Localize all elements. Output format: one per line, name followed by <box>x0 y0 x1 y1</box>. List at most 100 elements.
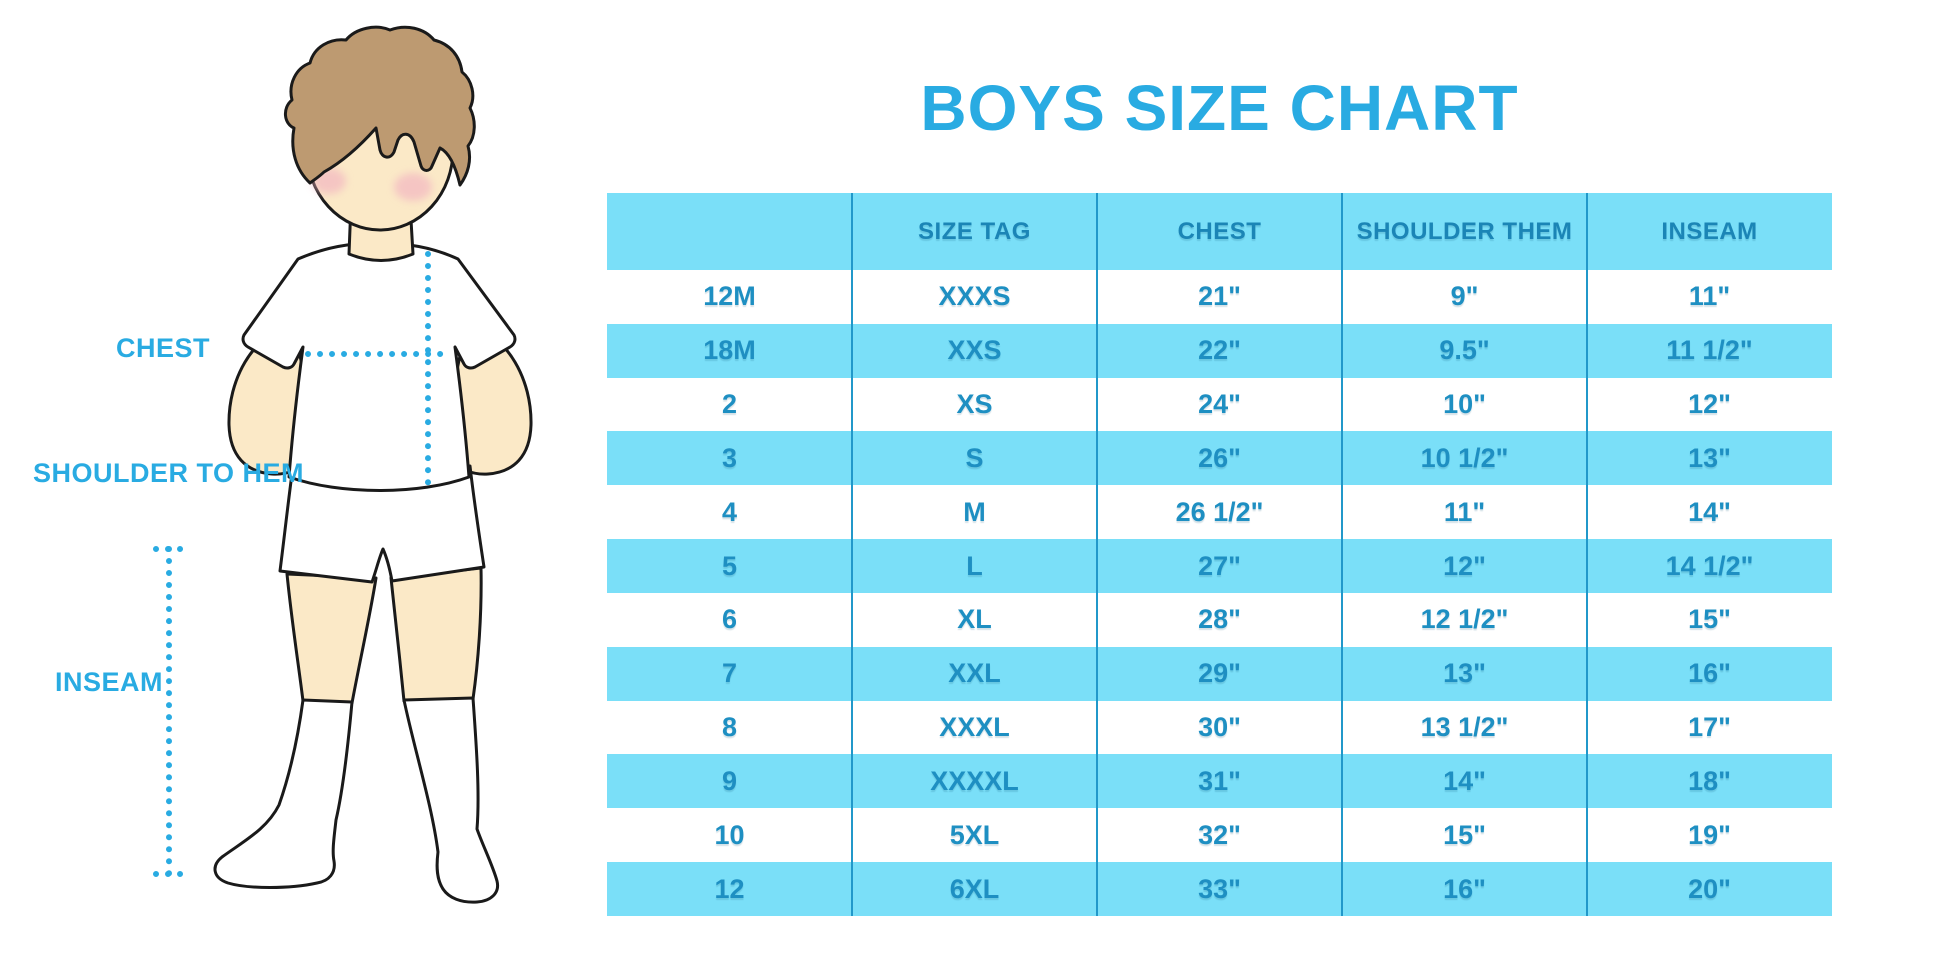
boy-head <box>284 25 476 232</box>
table-cell: 15" <box>1688 604 1731 635</box>
column-separator <box>1586 193 1588 916</box>
table-cell: 9" <box>1450 281 1479 312</box>
table-cell: 20" <box>1688 873 1731 904</box>
page-title: BOYS SIZE CHART <box>920 71 1519 144</box>
inseam-measurement-label: INSEAM <box>55 667 164 697</box>
column-separator <box>1341 193 1343 916</box>
table-row: 2 XS 24" 10" 12" <box>607 377 1832 432</box>
table-row: 8 XXXL 30" 13 1/2" 17" <box>607 700 1832 755</box>
boy-blush-right <box>394 173 432 201</box>
table-cell: 21" <box>1198 281 1241 312</box>
table-cell: 24" <box>1198 389 1241 420</box>
table-cell: 2 <box>721 389 738 420</box>
table-cell: 12" <box>1688 389 1731 420</box>
table-cell: XXS <box>947 335 1002 366</box>
table-cell: XXXS <box>938 281 1011 312</box>
column-header: SHOULDER THEM <box>1356 217 1573 245</box>
table-cell: 13" <box>1688 442 1731 473</box>
table-row: 4 M 26 1/2" 11" 14" <box>607 485 1832 540</box>
table-cell: 33" <box>1198 873 1241 904</box>
table-cell: 16" <box>1688 658 1731 689</box>
table-cell: 11" <box>1688 281 1731 312</box>
table-cell: 3 <box>721 442 738 473</box>
table-header-row: SIZE TAG CHEST SHOULDER THEM INSEAM <box>607 193 1832 270</box>
table-row: 3 S 26" 10 1/2" 13" <box>607 431 1832 486</box>
table-cell: 14" <box>1443 765 1486 796</box>
table-cell: XS <box>956 389 993 420</box>
table-cell: 6XL <box>949 873 1000 904</box>
table-cell: XXXXL <box>930 765 1019 796</box>
table-cell: 5XL <box>949 819 1000 850</box>
table-cell: 12 <box>714 873 745 904</box>
table-cell: 18" <box>1688 765 1731 796</box>
column-header <box>607 193 852 270</box>
table-row: 10 5XL 32" 15" 19" <box>607 808 1832 863</box>
table-cell: 32" <box>1198 819 1241 850</box>
table-row: 18M XXS 22" 9.5" 11 1/2" <box>607 323 1832 378</box>
table-cell: 28" <box>1198 604 1241 635</box>
table-cell: 14 1/2" <box>1665 550 1754 581</box>
table-cell: 16" <box>1443 873 1486 904</box>
table-cell: 22" <box>1198 335 1241 366</box>
boy-tshirt <box>241 241 517 492</box>
measurement-dotted-lines <box>153 251 455 877</box>
table-row: 9 XXXXL 31" 14" 18" <box>607 754 1832 809</box>
boy-right-leg <box>389 566 483 703</box>
boy-left-sock <box>213 698 354 889</box>
table-cell: 11 1/2" <box>1666 335 1753 366</box>
shoulder-to-hem-measurement-label: SHOULDER TO HEM <box>33 458 305 488</box>
table-row: 12 6XL 33" 16" 20" <box>607 862 1832 916</box>
table-cell: 18M <box>703 335 756 366</box>
table-cell: 12M <box>703 281 756 312</box>
table-cell: 31" <box>1198 765 1241 796</box>
table-cell: 10 <box>714 819 745 850</box>
column-header: SIZE TAG <box>918 217 1031 245</box>
table-cell: 14" <box>1688 496 1731 527</box>
table-cell: 26" <box>1198 442 1241 473</box>
column-header: INSEAM <box>1661 217 1758 245</box>
table-row: 5 L 27" 12" 14 1/2" <box>607 539 1832 593</box>
table-cell: 10" <box>1443 389 1486 420</box>
table-cell: 7 <box>721 658 738 689</box>
table-cell: M <box>963 496 986 527</box>
boy-legs <box>285 566 483 705</box>
table-cell: 13 1/2" <box>1420 712 1509 743</box>
boy-shorts <box>278 464 486 584</box>
table-cell: 8 <box>721 712 738 743</box>
column-separator <box>851 193 853 916</box>
chest-measurement-label: CHEST <box>116 333 211 363</box>
size-table: SIZE TAG CHEST SHOULDER THEM INSEAM 12M XXXS 2… <box>607 193 1832 916</box>
table-cell: 30" <box>1198 712 1241 743</box>
table-cell: 10 1/2" <box>1420 442 1509 473</box>
table-cell: 29" <box>1198 658 1241 689</box>
boy-right-sock <box>402 696 500 904</box>
table-cell: 19" <box>1688 819 1731 850</box>
table-cell: 9 <box>721 765 738 796</box>
boy-hair <box>284 25 476 187</box>
size-table-rows: SIZE TAG CHEST SHOULDER THEM INSEAM 12M XXXS 2… <box>607 193 1832 916</box>
table-cell: 13" <box>1443 658 1486 689</box>
table-cell: 9.5" <box>1439 335 1490 366</box>
column-separator <box>1096 193 1098 916</box>
column-header: CHEST <box>1177 217 1262 245</box>
table-cell: S <box>965 442 984 473</box>
table-cell: XL <box>957 604 992 635</box>
table-cell: 11" <box>1443 496 1486 527</box>
table-cell: 27" <box>1198 550 1241 581</box>
boy-left-leg <box>285 572 378 705</box>
table-cell: XXL <box>948 658 1001 689</box>
table-cell: 17" <box>1688 712 1731 743</box>
table-cell: L <box>966 550 983 581</box>
boy-socks <box>213 696 500 904</box>
table-cell: 6 <box>721 604 738 635</box>
table-cell: 12" <box>1443 550 1486 581</box>
table-row: 12M XXXS 21" 9" 11" <box>607 270 1832 324</box>
table-cell: 4 <box>721 496 738 527</box>
table-row: 7 XXL 29" 13" 16" <box>607 646 1832 701</box>
table-cell: XXXL <box>939 712 1010 743</box>
boy-measurement-illustration <box>153 25 533 904</box>
table-cell: 15" <box>1443 819 1486 850</box>
table-cell: 26 1/2" <box>1175 496 1264 527</box>
table-cell: 5 <box>721 550 738 581</box>
